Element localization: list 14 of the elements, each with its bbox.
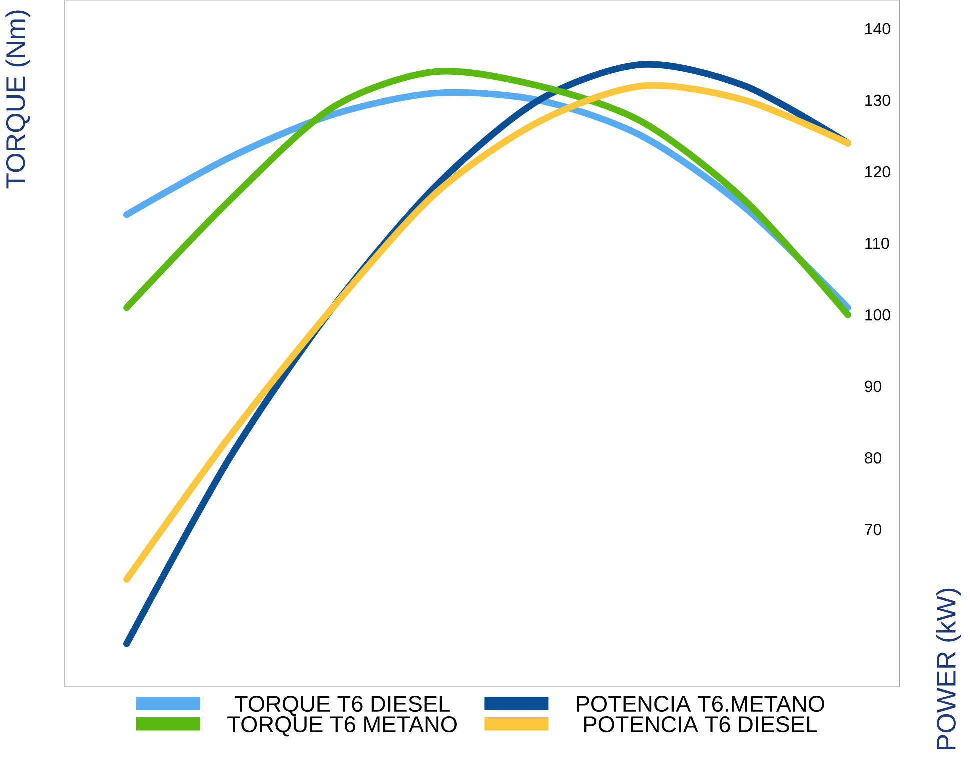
legend-label: POTENCIA T6 DIESEL — [584, 716, 818, 733]
y-tick-label: 140 — [866, 23, 890, 35]
y-tick-label: 110 — [866, 238, 890, 250]
y-tick-label: 90 — [865, 380, 882, 392]
legend-label: TORQUE T6 METANO — [228, 716, 457, 737]
y-axis-title: TORQUE (Nm) — [6, 10, 31, 189]
y-tick-label: 80 — [865, 452, 882, 464]
legend-label: TORQUE T6 DIESEL — [234, 696, 450, 716]
y-tick-label: 70 — [865, 524, 882, 536]
legend-label: POTENCIA T6.METANO — [577, 696, 824, 712]
y-tick-label: 120 — [866, 166, 890, 178]
y2-axis-title: POWER (kW) — [936, 588, 962, 750]
y-tick-label: 130 — [866, 94, 890, 106]
y-tick-label: 100 — [866, 309, 890, 321]
